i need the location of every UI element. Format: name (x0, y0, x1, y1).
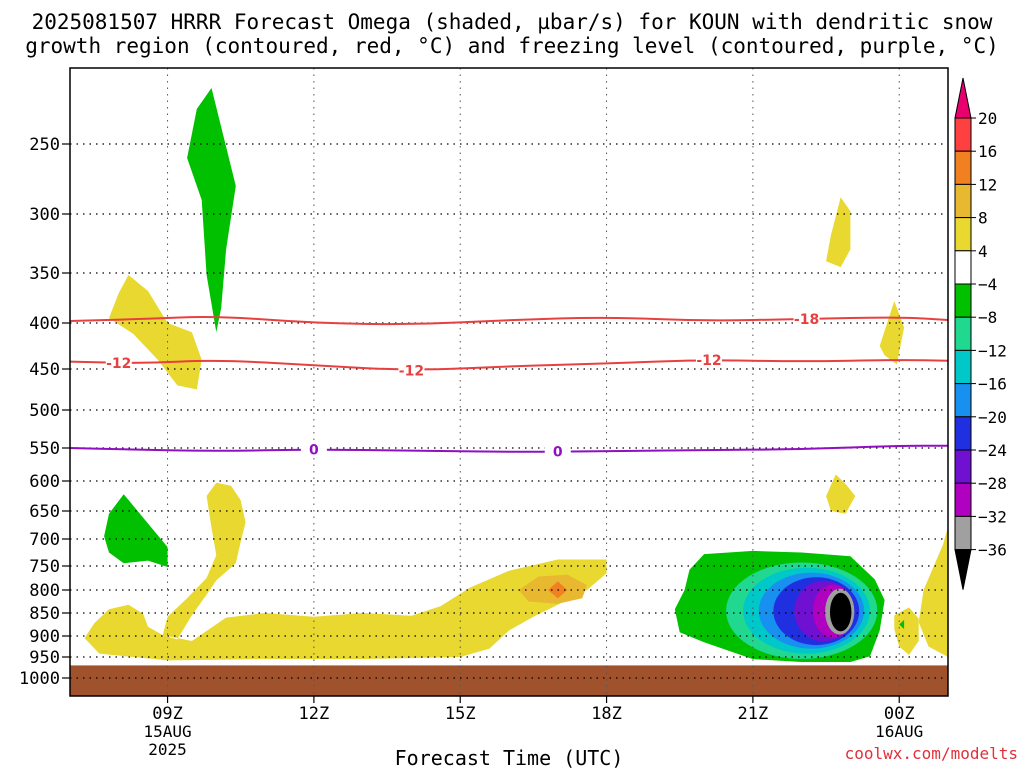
x-tick-date-09Z: 15AUG (143, 722, 191, 741)
omega-region-9 (187, 88, 236, 333)
contour--12 (70, 359, 948, 371)
contour-label-bg (398, 362, 425, 378)
colorbar-segment-4 (954, 217, 972, 252)
colorbar-label-7: −12 (978, 341, 1007, 360)
chart-title-line-2: growth region (contoured, red, °C) and f… (25, 34, 999, 58)
y-tick-label-900: 900 (29, 627, 60, 647)
colorbar-segment-1 (954, 117, 972, 152)
colorbar-label-5: −4 (978, 275, 997, 294)
colorbar-bottom-arrow (954, 549, 972, 590)
colorbar-label-8: −16 (978, 375, 1007, 394)
contour-label-bg (695, 351, 722, 367)
plot-frame (69, 67, 949, 697)
colorbar-label-0: 20 (978, 109, 997, 128)
colorbar-segment-10 (954, 416, 972, 451)
site-credit: coolwx.com/modelts (844, 744, 1018, 763)
y-tick-label-600: 600 (29, 472, 60, 492)
x-tick-label-21Z: 21Z (738, 704, 769, 724)
x-tick-label-12Z: 12Z (299, 704, 330, 724)
y-tick-label-950: 950 (29, 648, 60, 668)
colorbar-label-3: 8 (978, 209, 988, 228)
colorbar-segment-12 (954, 482, 972, 517)
y-tick-label-300: 300 (29, 205, 60, 225)
y-tick-label-650: 650 (29, 502, 60, 522)
y-tick-label-500: 500 (29, 401, 60, 421)
contour-label--12: -12 (399, 364, 424, 380)
x-tick-label-00Z: 00Z (884, 704, 915, 724)
x-tick-label-09Z: 09Z (152, 704, 183, 724)
contour-0 (70, 444, 948, 453)
colorbar-segment-7 (954, 316, 972, 351)
x-tick-label-18Z: 18Z (591, 704, 622, 724)
y-tick-label-850: 850 (29, 604, 60, 624)
y-tick-label-1000: 1000 (19, 669, 60, 689)
y-tick-label-400: 400 (29, 314, 60, 334)
omega-core-7 (829, 592, 852, 632)
contour-label--12: -12 (106, 356, 131, 372)
colorbar-segment-11 (954, 449, 972, 484)
colorbar-label-11: −28 (978, 474, 1007, 493)
omega-region-12 (899, 619, 905, 630)
y-tick-label-350: 350 (29, 264, 60, 284)
contour-label--12: -12 (696, 353, 721, 369)
colorbar-segment-13 (954, 515, 972, 551)
contour-label-0: 0 (309, 442, 319, 458)
colorbar-label-2: 12 (978, 175, 997, 194)
omega-region-1 (109, 275, 202, 390)
colorbar-segment-2 (954, 150, 972, 185)
colorbar-label-1: 16 (978, 142, 997, 161)
omega-region-6 (894, 607, 919, 655)
x-tick-date-00Z: 16AUG (875, 722, 923, 741)
colorbar-segment-6 (954, 283, 972, 318)
omega-region-2 (826, 197, 851, 268)
omega-region-4 (826, 474, 856, 514)
contour-label-bg (105, 354, 132, 370)
colorbar-top-arrow (954, 77, 972, 119)
x-tick-label-15Z: 15Z (445, 704, 476, 724)
y-tick-label-550: 550 (29, 439, 60, 459)
colorbar-label-12: −32 (978, 507, 1007, 526)
plot-area: -18 -12 -12 -12 0 0 (70, 68, 948, 696)
contour-label-bg (300, 441, 327, 457)
omega-region-0 (84, 482, 607, 661)
omega-region-10 (104, 494, 168, 567)
colorbar-label-13: −36 (978, 541, 1007, 560)
y-tick-label-750: 750 (29, 557, 60, 577)
contour--18 (70, 316, 948, 326)
y-tick-label-800: 800 (29, 581, 60, 601)
contour-label-0: 0 (553, 445, 563, 461)
contour-label-bg (544, 443, 571, 459)
colorbar-segment-5 (954, 250, 972, 285)
omega-region-5 (918, 526, 948, 657)
omega-region-3 (879, 301, 905, 365)
x-axis-label: Forecast Time (UTC) (395, 746, 624, 768)
y-tick-label-450: 450 (29, 360, 60, 380)
colorbar-label-6: −8 (978, 308, 997, 327)
colorbar-segment-9 (954, 383, 972, 418)
chart-title-line-1: 2025081507 HRRR Forecast Omega (shaded, … (31, 10, 993, 34)
contour-label-bg (793, 310, 820, 326)
colorbar-label-10: −24 (978, 441, 1007, 460)
colorbar-segment-8 (954, 349, 972, 385)
x-tick-year-09Z: 2025 (148, 740, 187, 759)
colorbar-label-9: −20 (978, 408, 1007, 427)
y-tick-label-700: 700 (29, 530, 60, 550)
colorbar-segment-3 (954, 183, 972, 219)
ground-band (70, 665, 948, 696)
colorbar-label-4: 4 (978, 242, 988, 261)
contour-label--18: -18 (794, 312, 819, 328)
y-tick-label-250: 250 (29, 135, 60, 155)
